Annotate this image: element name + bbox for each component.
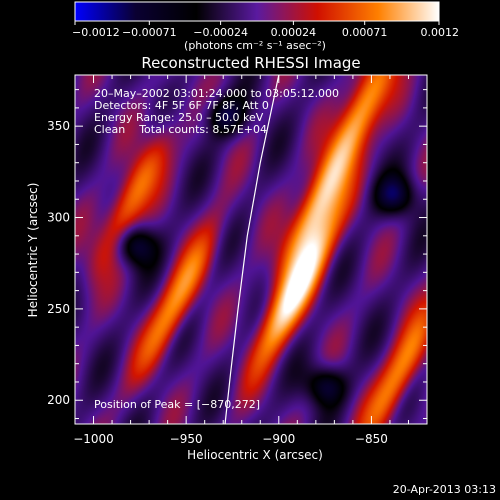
heatmap-image bbox=[75, 75, 427, 424]
colorbar-tick-label: 0.00024 bbox=[271, 26, 317, 39]
solar-limb-curve bbox=[224, 75, 280, 424]
colorbar-ticks: −0.0012 −0.00071 −0.00024 0.00024 0.00071 0.0… bbox=[72, 21, 459, 39]
annotation-peak: Position of Peak = [−870,272] bbox=[94, 398, 260, 411]
annotation-date: 20–May–2002 03:01:24.000 to 03:05:12.000 bbox=[94, 87, 339, 100]
colorbar-tick-label: 0.0012 bbox=[421, 26, 460, 39]
timestamp-footer: 20-Apr-2013 03:13 bbox=[393, 483, 496, 496]
colorbar-tick-label: 0.00071 bbox=[342, 26, 388, 39]
annotation-clean: Clean Total counts: 8.57E+04 bbox=[94, 123, 267, 136]
annotation-detectors: Detectors: 4F 5F 6F 7F 8F, Att 0 bbox=[94, 99, 269, 112]
y-tick-label: 300 bbox=[47, 211, 70, 225]
colorbar-units-label: (photons cm⁻² s⁻¹ asec⁻²) bbox=[184, 39, 326, 52]
y-axis: 200 250 300 350 bbox=[47, 89, 427, 420]
x-tick-label: −900 bbox=[262, 432, 295, 446]
y-tick-label: 350 bbox=[47, 119, 70, 133]
plot-frame bbox=[74, 74, 428, 425]
plot-area bbox=[75, 75, 427, 424]
annotation-energy: Energy Range: 25.0 – 50.0 keV bbox=[94, 111, 264, 124]
colorbar bbox=[74, 1, 440, 22]
colorbar-tick-label: −0.00071 bbox=[122, 26, 177, 39]
x-tick-label: −950 bbox=[170, 432, 203, 446]
x-axis-label: Heliocentric X (arcsec) bbox=[187, 448, 323, 462]
x-axis: −1000 −950 −900 −850 bbox=[73, 75, 428, 446]
y-tick-label: 250 bbox=[47, 302, 70, 316]
x-tick-label: −850 bbox=[355, 432, 388, 446]
y-axis-label: Heliocentric Y (arcsec) bbox=[26, 183, 40, 318]
y-tick-label: 200 bbox=[47, 393, 70, 407]
x-tick-label: −1000 bbox=[73, 432, 114, 446]
chart-title: Reconstructed RHESSI Image bbox=[141, 54, 360, 72]
colorbar-tick-label: −0.00024 bbox=[193, 26, 248, 39]
colorbar-tick-label: −0.0012 bbox=[72, 26, 120, 39]
